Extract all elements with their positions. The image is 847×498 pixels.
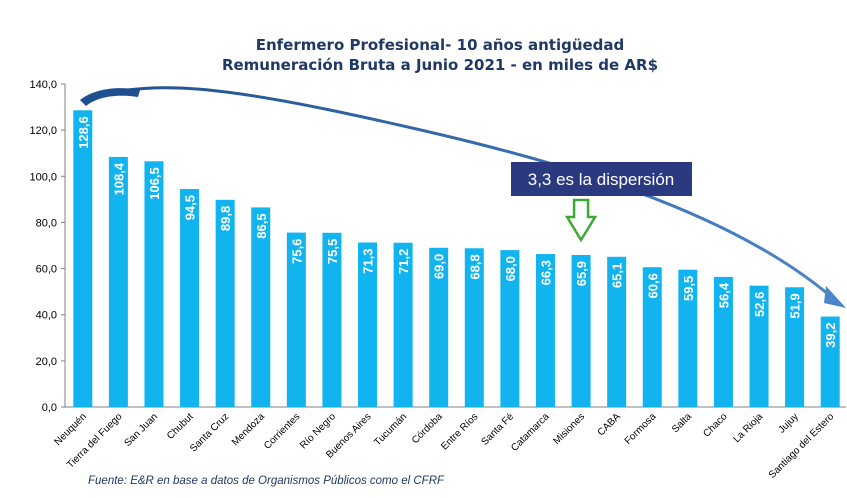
data-label: 65,9 xyxy=(574,261,589,286)
data-label: 75,6 xyxy=(289,239,304,264)
x-tick-label: CABA xyxy=(596,411,623,438)
bar xyxy=(144,161,164,407)
y-tick-label: 40,0 xyxy=(36,310,57,322)
bars xyxy=(73,110,840,408)
bar xyxy=(358,242,378,407)
bar xyxy=(393,242,413,407)
bar xyxy=(820,316,840,407)
bar xyxy=(535,254,555,407)
bar xyxy=(500,250,520,407)
x-tick-label: Santa Cruz xyxy=(188,411,231,454)
bar xyxy=(429,247,449,407)
x-tick-label: Córdoba xyxy=(410,411,445,446)
source-note: Fuente: E&R en base a datos de Organismo… xyxy=(88,475,445,487)
data-label: 71,3 xyxy=(361,249,376,274)
y-tick-label: 60,0 xyxy=(36,264,57,276)
bar xyxy=(571,254,591,407)
data-label: 60,6 xyxy=(645,273,660,298)
data-label: 39,2 xyxy=(823,323,838,348)
arc-arrow-head xyxy=(824,286,846,308)
x-tick-label: Jujuy xyxy=(776,411,800,435)
data-label: 52,6 xyxy=(752,292,767,317)
arc-start-cap xyxy=(80,88,140,106)
bar xyxy=(607,256,627,407)
x-tick-label: Corrientes xyxy=(262,411,302,451)
x-tick-label: Formosa xyxy=(623,411,659,447)
dispersion-arc-arrow xyxy=(84,86,836,302)
bar xyxy=(108,156,128,407)
data-label: 86,5 xyxy=(254,213,269,238)
x-tick-label: Salta xyxy=(670,411,694,435)
data-label: 68,0 xyxy=(503,256,518,281)
callout-text: 3,3 es la dispersión xyxy=(528,170,674,189)
chart-title: Enfermero Profesional- 10 años antigüeda… xyxy=(256,36,625,54)
data-label: 108,4 xyxy=(111,162,126,195)
data-labels: 128,6 108,4 106,5 94,5 89,8 86,5 75,6 75,5 71,3 7… xyxy=(76,116,838,348)
bar xyxy=(749,285,769,407)
bar xyxy=(713,276,733,407)
data-label: 75,5 xyxy=(325,239,340,264)
y-tick-label: 20,0 xyxy=(36,356,57,368)
x-tick-label: Catamarca xyxy=(509,411,552,454)
y-tick-label: 100,0 xyxy=(29,171,57,183)
data-label: 128,6 xyxy=(76,116,91,149)
bar xyxy=(322,232,342,407)
data-label: 56,4 xyxy=(716,282,731,308)
data-label: 71,2 xyxy=(396,249,411,274)
chart-subtitle: Remuneración Bruta a Junio 2021 - en mil… xyxy=(222,56,658,74)
x-tick-label: Tucumán xyxy=(372,411,409,448)
x-tick-label: Mendoza xyxy=(230,411,267,448)
bar xyxy=(678,269,698,407)
data-label: 68,8 xyxy=(467,254,482,279)
y-tick-label: 140,0 xyxy=(29,79,57,91)
bar xyxy=(180,188,200,407)
bar xyxy=(785,287,805,407)
x-tick-label: San Juan xyxy=(122,411,160,449)
x-tick-label: Santa Fé xyxy=(480,411,517,448)
data-label: 94,5 xyxy=(183,195,198,220)
bar xyxy=(251,207,271,407)
callout-box xyxy=(511,162,692,196)
bar xyxy=(286,232,306,407)
x-tick-label: Chaco xyxy=(701,411,730,440)
x-tick-label: Santiago del Estero xyxy=(767,411,837,481)
data-label: 59,5 xyxy=(681,276,696,301)
data-label: 51,9 xyxy=(788,293,803,318)
x-tick-label: Chubut xyxy=(165,411,196,442)
y-tick-label: 80,0 xyxy=(36,217,57,229)
bar xyxy=(73,110,93,408)
data-label: 66,3 xyxy=(538,260,553,285)
x-tick-label: Misiones xyxy=(552,411,588,447)
x-tick-label: La Rioja xyxy=(731,411,765,445)
x-tick-label: Neuquén xyxy=(52,411,88,447)
data-label: 65,1 xyxy=(610,263,625,288)
y-tick-label: 0,0 xyxy=(42,402,57,414)
bar xyxy=(215,199,235,407)
x-tick-label: Entre Ríos xyxy=(439,411,480,452)
data-label: 69,0 xyxy=(432,254,447,279)
bar xyxy=(464,248,484,407)
bar xyxy=(642,267,662,407)
data-label: 106,5 xyxy=(147,167,162,200)
down-arrow-icon xyxy=(564,198,598,243)
y-tick-label: 120,0 xyxy=(29,125,57,137)
data-label: 89,8 xyxy=(218,206,233,231)
dispersion-callout: 3,3 es la dispersión xyxy=(511,162,692,196)
